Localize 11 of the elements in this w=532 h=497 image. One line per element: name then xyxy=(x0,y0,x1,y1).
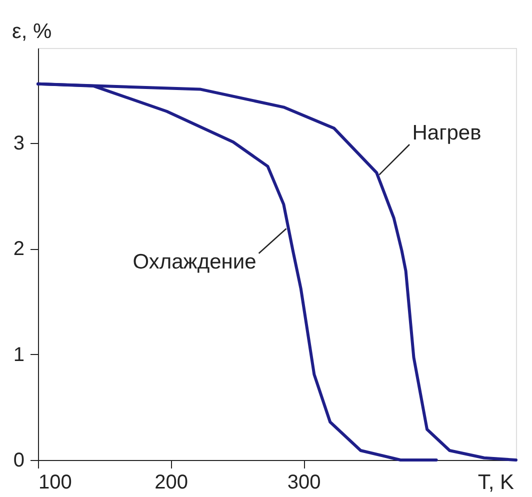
y-axis-title: ε, % xyxy=(12,20,52,43)
y-tick-label: 1 xyxy=(13,344,24,366)
y-tick-label: 0 xyxy=(13,450,24,472)
annotation: Охлаждение xyxy=(132,250,256,274)
y-tick-label: 2 xyxy=(13,238,24,260)
x-axis-title: T, K xyxy=(478,471,514,494)
x-tick-label: 300 xyxy=(287,472,321,494)
x-tick-label: 100 xyxy=(38,472,72,494)
annotation: Нагрев xyxy=(412,122,482,145)
y-tick-label: 3 xyxy=(13,132,24,155)
x-tick-label: 200 xyxy=(154,472,188,494)
